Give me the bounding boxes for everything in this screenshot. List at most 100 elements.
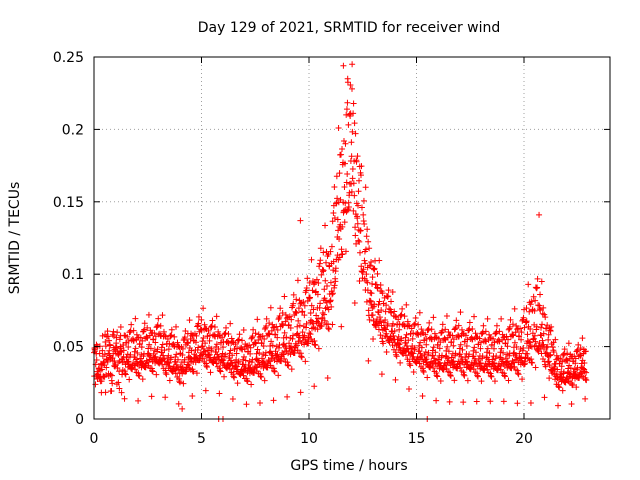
data-point — [545, 336, 552, 343]
data-point — [486, 350, 493, 357]
data-point — [96, 365, 103, 372]
data-point — [267, 362, 274, 369]
data-point — [401, 313, 408, 320]
data-point — [403, 301, 410, 308]
data-point — [151, 330, 158, 337]
data-point — [341, 184, 348, 191]
data-point — [299, 329, 306, 336]
data-point — [199, 343, 206, 350]
x-tick-label: 0 — [90, 431, 99, 447]
data-point — [335, 125, 342, 132]
data-point — [338, 251, 345, 258]
data-point — [406, 360, 413, 367]
data-point — [351, 120, 358, 127]
data-point — [457, 309, 464, 316]
data-point — [528, 298, 535, 305]
data-point — [525, 281, 532, 288]
data-point — [531, 332, 538, 339]
data-point — [499, 336, 506, 343]
data-point — [437, 377, 444, 384]
data-point — [524, 331, 531, 338]
data-point — [500, 349, 507, 356]
data-point — [483, 349, 490, 356]
data-point — [354, 215, 361, 222]
data-point — [161, 347, 168, 354]
data-point — [282, 318, 289, 325]
data-point — [317, 257, 324, 264]
data-point — [302, 358, 309, 365]
data-point — [211, 324, 218, 331]
data-point — [276, 312, 283, 319]
data-point — [175, 343, 182, 350]
data-point — [200, 305, 207, 312]
data-point — [113, 334, 120, 341]
data-point — [385, 293, 392, 300]
data-point — [445, 329, 452, 336]
data-point — [105, 333, 112, 340]
data-point — [131, 353, 138, 360]
data-point — [391, 327, 398, 334]
data-point — [343, 111, 350, 118]
data-point — [168, 354, 175, 361]
data-point — [511, 339, 518, 346]
data-point — [565, 340, 572, 347]
data-point — [487, 372, 494, 379]
data-point — [223, 324, 230, 331]
data-point — [162, 369, 169, 376]
data-point — [513, 344, 520, 351]
data-point — [274, 334, 281, 341]
data-point — [158, 344, 165, 351]
data-point — [325, 325, 332, 332]
data-point — [179, 345, 186, 352]
data-point — [369, 274, 376, 281]
data-point — [474, 372, 481, 379]
data-point — [135, 372, 142, 379]
data-point — [149, 368, 156, 375]
data-point — [341, 160, 348, 167]
data-point — [383, 348, 390, 355]
data-point — [412, 315, 419, 322]
data-point — [383, 302, 390, 309]
data-point — [456, 351, 463, 358]
data-point — [284, 393, 291, 400]
data-point — [356, 277, 363, 284]
data-point — [470, 353, 477, 360]
data-point — [307, 309, 314, 316]
data-point — [194, 323, 201, 330]
data-point — [240, 372, 247, 379]
data-point — [239, 337, 246, 344]
data-point — [416, 360, 423, 367]
y-tick-label: 0.15 — [53, 195, 84, 211]
data-point — [173, 323, 180, 330]
data-point — [392, 313, 399, 320]
data-point — [315, 345, 322, 352]
data-point — [165, 346, 172, 353]
data-point — [248, 381, 255, 388]
data-point — [174, 356, 181, 363]
data-point — [555, 402, 562, 409]
data-point — [193, 332, 200, 339]
data-point — [392, 351, 399, 358]
data-point — [241, 364, 248, 371]
data-point — [328, 303, 335, 310]
data-point — [404, 343, 411, 350]
data-point — [361, 221, 368, 228]
data-point — [144, 359, 151, 366]
data-point — [323, 259, 330, 266]
data-point — [118, 389, 125, 396]
data-point — [263, 323, 270, 330]
data-point — [107, 342, 114, 349]
data-point — [128, 321, 135, 328]
data-point — [375, 326, 382, 333]
data-point — [166, 377, 173, 384]
plot-frame — [93, 56, 611, 420]
data-point — [352, 224, 359, 231]
data-point — [523, 305, 530, 312]
data-point — [213, 360, 220, 367]
data-point — [124, 333, 131, 340]
data-point — [300, 298, 307, 305]
data-point — [559, 387, 566, 394]
data-point — [422, 356, 429, 363]
data-point — [525, 338, 532, 345]
data-point — [175, 400, 182, 407]
